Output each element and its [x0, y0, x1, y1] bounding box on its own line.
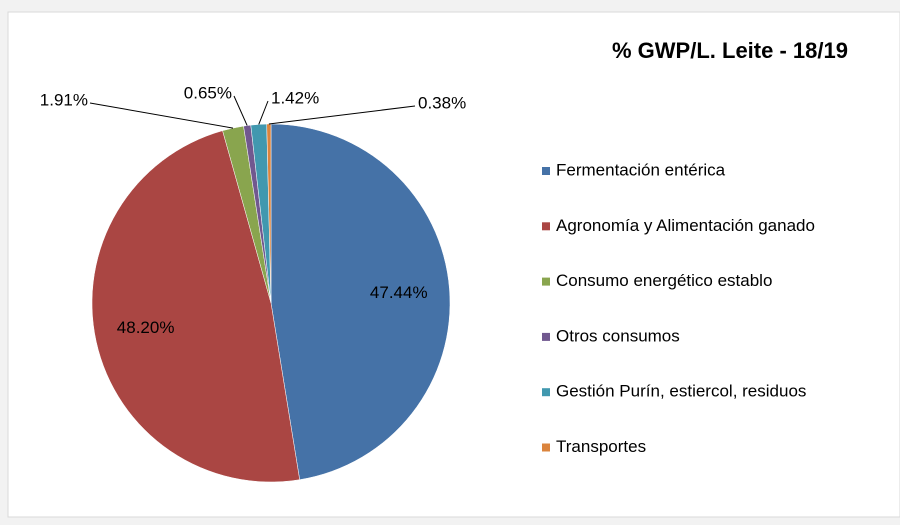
data-label: 0.38% [418, 93, 466, 112]
legend-swatch [542, 277, 550, 286]
data-label: 48.20% [117, 318, 175, 337]
legend-swatch [542, 388, 550, 397]
legend-label: Consumo energético establo [556, 271, 772, 290]
legend-label: Transportes [556, 437, 646, 456]
legend-label: Agronomía y Alimentación ganado [556, 216, 815, 235]
leader-line [89, 102, 234, 129]
legend-swatch [542, 332, 550, 341]
legend-label: Gestión Purín, estiercol, residuos [556, 382, 806, 401]
chart-title: % GWP/L. Leite - 18/19 [612, 38, 848, 63]
legend-swatch [542, 222, 550, 231]
pie-slice [91, 130, 300, 483]
pie-slice [270, 123, 451, 480]
legend-swatch [542, 443, 550, 452]
data-label: 1.42% [271, 88, 319, 107]
data-label: 47.44% [370, 283, 428, 302]
leader-line [233, 95, 248, 126]
data-label: 1.91% [40, 90, 88, 109]
leader-line [258, 100, 269, 125]
leader-line [268, 105, 416, 125]
legend-label: Otros consumos [556, 326, 680, 345]
legend-label: Fermentación entérica [556, 160, 726, 179]
data-label: 0.65% [184, 83, 232, 102]
legend-swatch [542, 167, 550, 175]
